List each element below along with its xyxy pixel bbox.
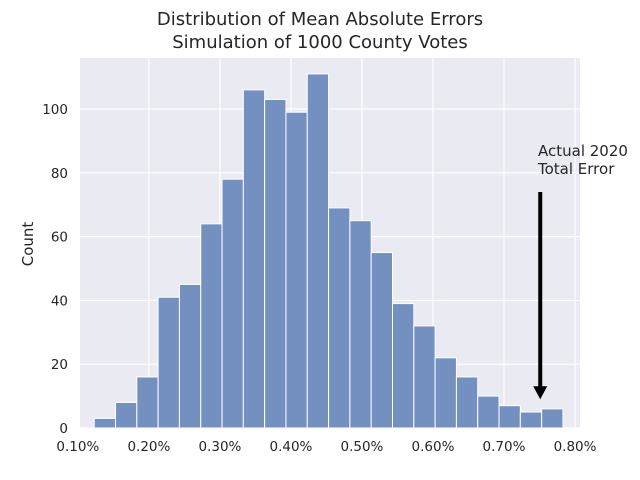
x-axis-ticks: 0.10% 0.20% 0.30% 0.40% 0.50% 0.60% 0.70% 0.80% [56, 439, 596, 455]
histogram-bar [370, 252, 393, 429]
histogram-bar [200, 223, 223, 429]
histogram-bar [519, 411, 543, 429]
histogram-bar [136, 376, 159, 429]
chart-subtitle: Simulation of 1000 County Votes [172, 32, 467, 53]
histogram-bar [157, 296, 180, 429]
histogram-bars [93, 73, 564, 429]
x-tick-label: 0.60% [412, 439, 455, 455]
histogram-bar [349, 220, 372, 429]
histogram-bar [178, 283, 202, 429]
y-tick-label: 60 [51, 230, 68, 246]
annotation-line-1: Actual 2020 [538, 142, 628, 160]
annotation-arrow-head [533, 386, 548, 400]
histogram-bar [328, 207, 351, 429]
x-tick-label: 0.20% [127, 439, 170, 455]
histogram-bar [115, 401, 138, 429]
x-tick-label: 0.50% [341, 439, 384, 455]
histogram-bar [498, 405, 521, 429]
y-tick-label: 20 [51, 357, 68, 373]
histogram-bar [455, 376, 479, 429]
histogram-bar [541, 408, 564, 429]
y-tick-label: 0 [59, 421, 68, 437]
histogram-bar [93, 417, 117, 429]
histogram-bar [264, 98, 287, 429]
y-axis-ticks: 0 20 40 60 80 100 [42, 102, 68, 437]
histogram-bar [434, 357, 457, 429]
histogram-bar [242, 89, 266, 429]
x-tick-label: 0.40% [269, 439, 312, 455]
histogram-bar [392, 303, 415, 429]
x-tick-label: 0.10% [56, 439, 99, 455]
histogram-bar [477, 395, 500, 429]
annotation-line-2: Total Error [537, 160, 615, 178]
y-tick-label: 100 [42, 102, 68, 118]
y-tick-label: 40 [51, 293, 68, 309]
histogram-bar [285, 111, 308, 429]
x-tick-label: 0.80% [554, 439, 597, 455]
chart-title: Distribution of Mean Absolute Errors [157, 9, 483, 30]
histogram-bar [413, 325, 436, 429]
histogram-bar [221, 178, 244, 429]
y-tick-label: 80 [51, 166, 68, 182]
x-tick-label: 0.30% [198, 439, 241, 455]
annotation: Actual 2020 Total Error [533, 142, 628, 400]
histogram-bar [306, 73, 330, 429]
x-tick-label: 0.70% [483, 439, 526, 455]
y-axis-label: Count [19, 222, 37, 267]
